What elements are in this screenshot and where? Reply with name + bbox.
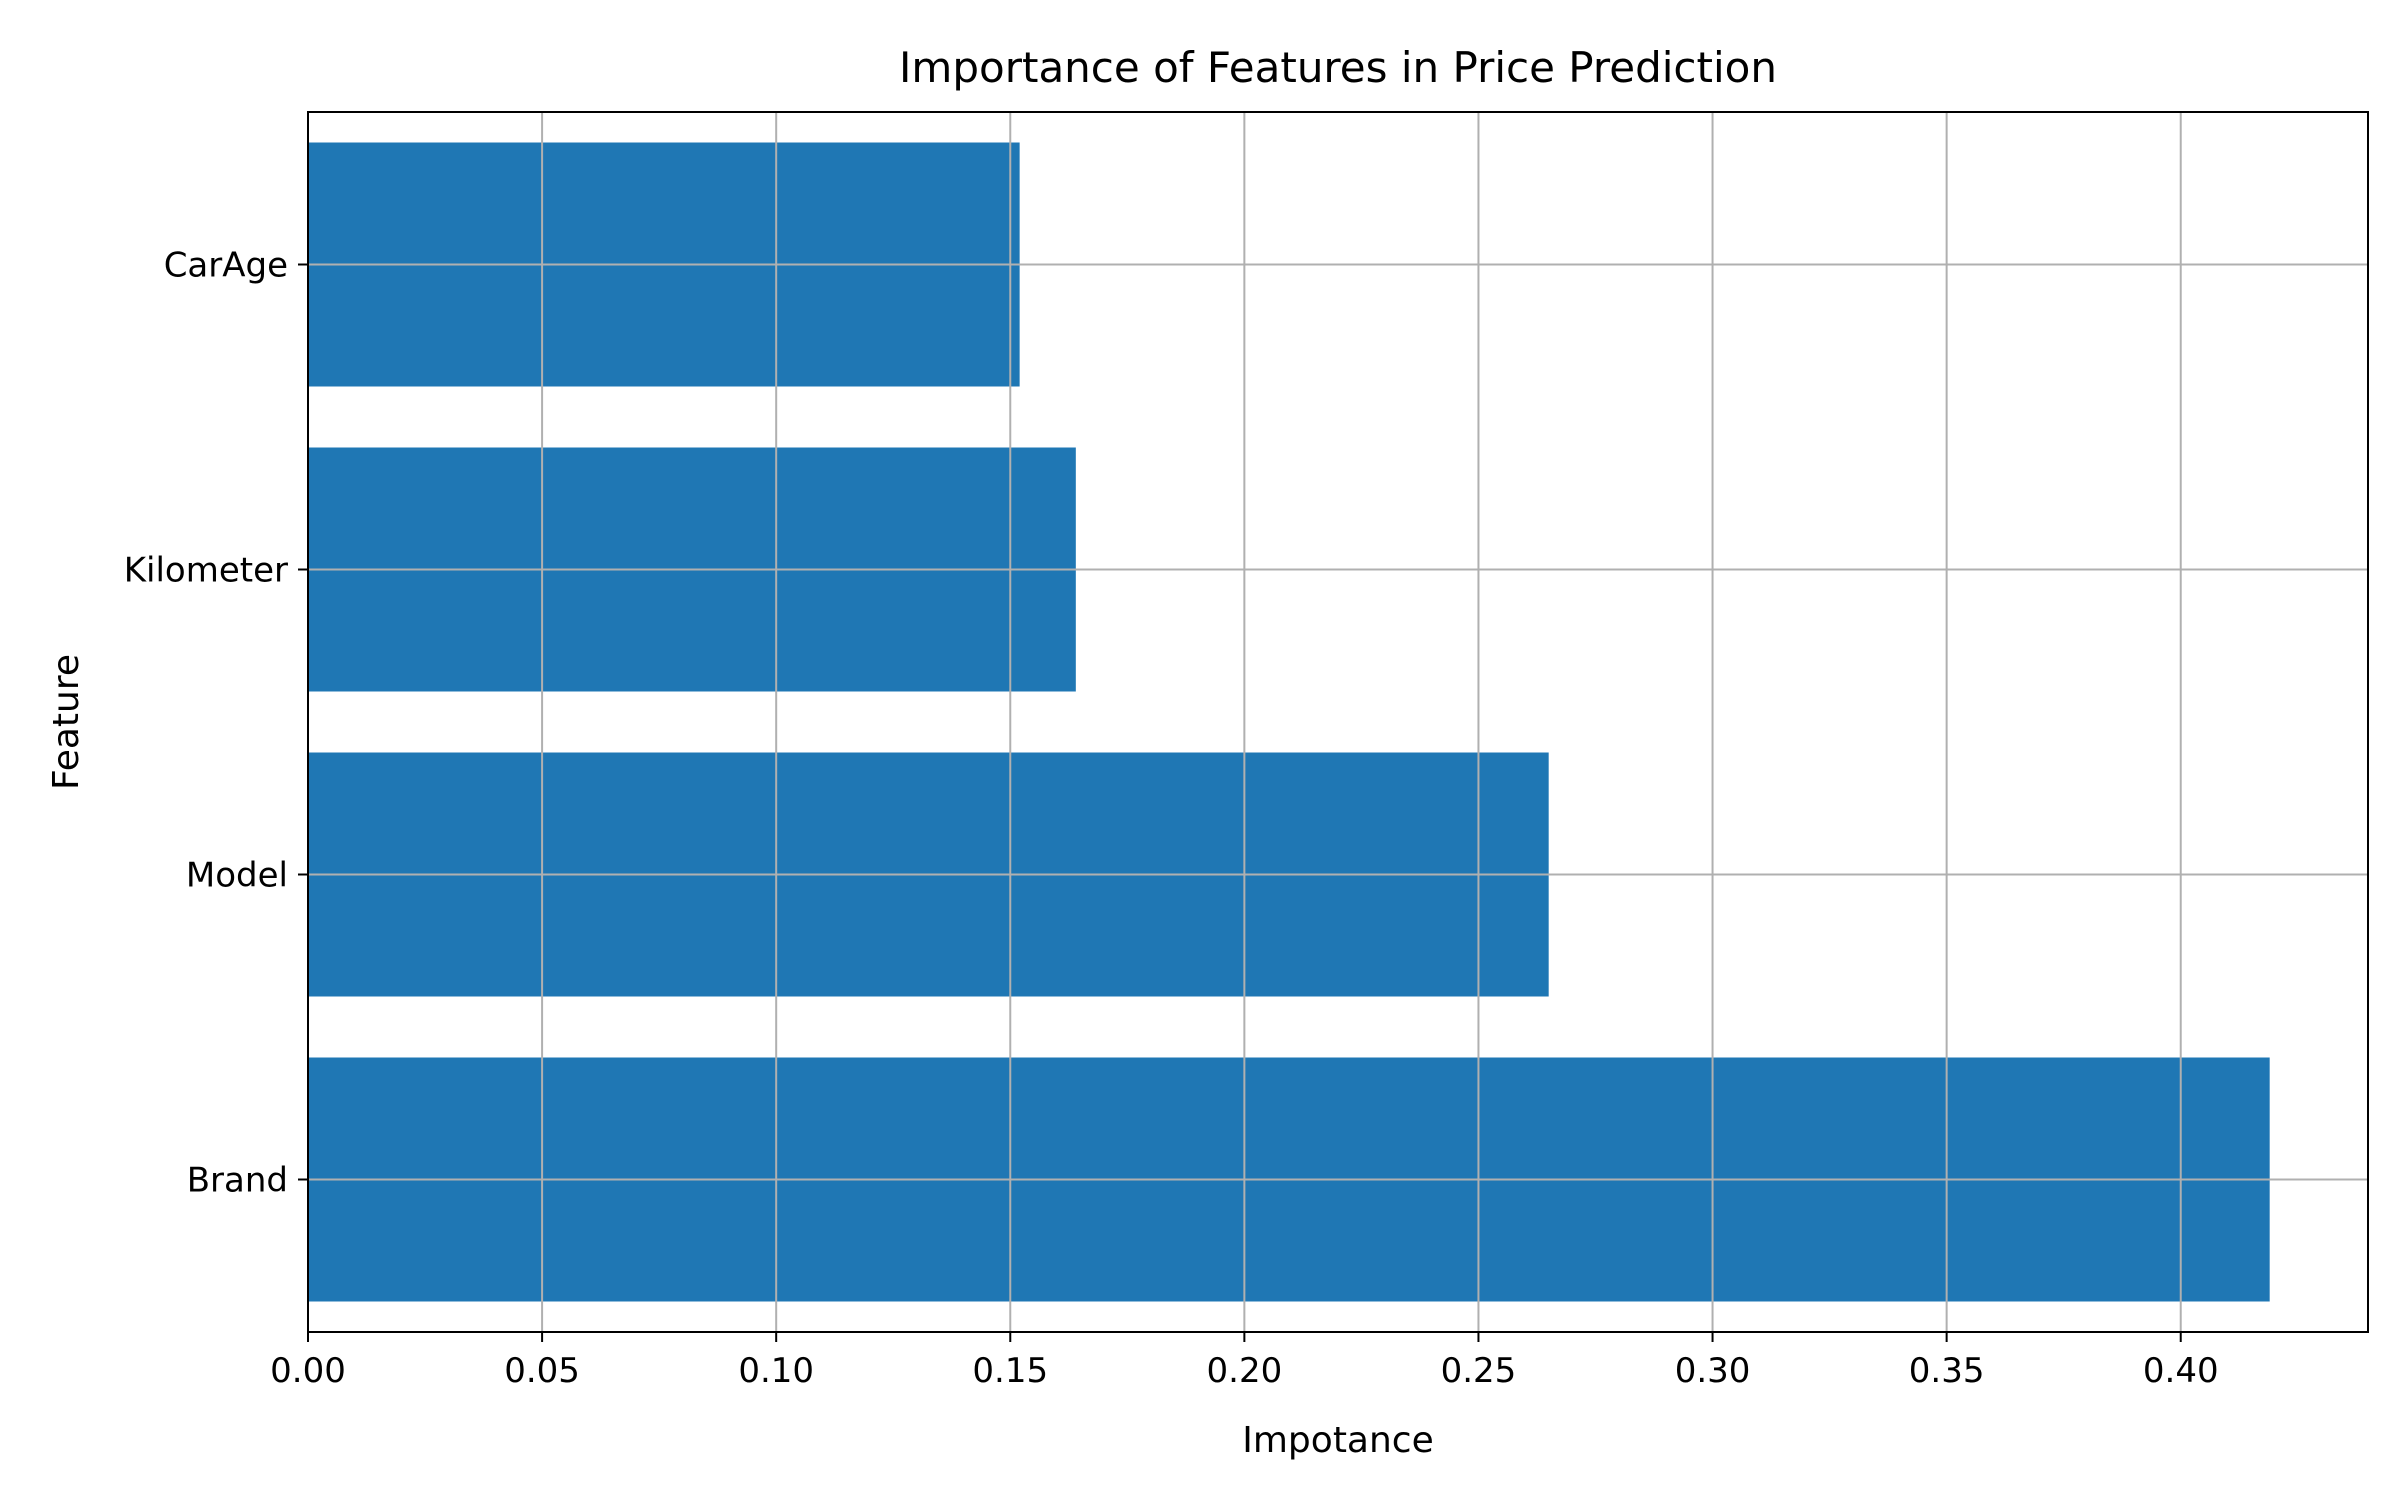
y-axis-label: Feature xyxy=(46,654,87,790)
x-tick-label: 0.15 xyxy=(972,1351,1048,1391)
y-tick-label: Brand xyxy=(187,1161,288,1201)
x-tick-label: 0.00 xyxy=(270,1351,346,1391)
ticks-layer: 0.00 0.05 0.10 0.15 0.20 0.25 0.30 0.35 0.40 Bran… xyxy=(124,246,2219,1392)
y-tick-label: Kilometer xyxy=(124,551,288,591)
chart-title: Importance of Features in Price Predicti… xyxy=(899,43,1777,92)
y-tick-label: Model xyxy=(186,856,288,896)
plot-frame xyxy=(307,111,2369,1333)
x-tick-label: 0.30 xyxy=(1675,1351,1751,1391)
x-tick-label: 0.05 xyxy=(504,1351,580,1391)
x-tick-label: 0.35 xyxy=(1909,1351,1985,1391)
y-tick-label: CarAge xyxy=(164,246,288,286)
x-tick-label: 0.20 xyxy=(1207,1351,1283,1391)
x-tick-label: 0.25 xyxy=(1441,1351,1517,1391)
x-tick-label: 0.40 xyxy=(2143,1351,2219,1391)
bars-layer xyxy=(308,142,2270,1302)
x-axis-label: Impotance xyxy=(1242,1420,1434,1461)
x-tick-label: 0.10 xyxy=(738,1351,814,1391)
